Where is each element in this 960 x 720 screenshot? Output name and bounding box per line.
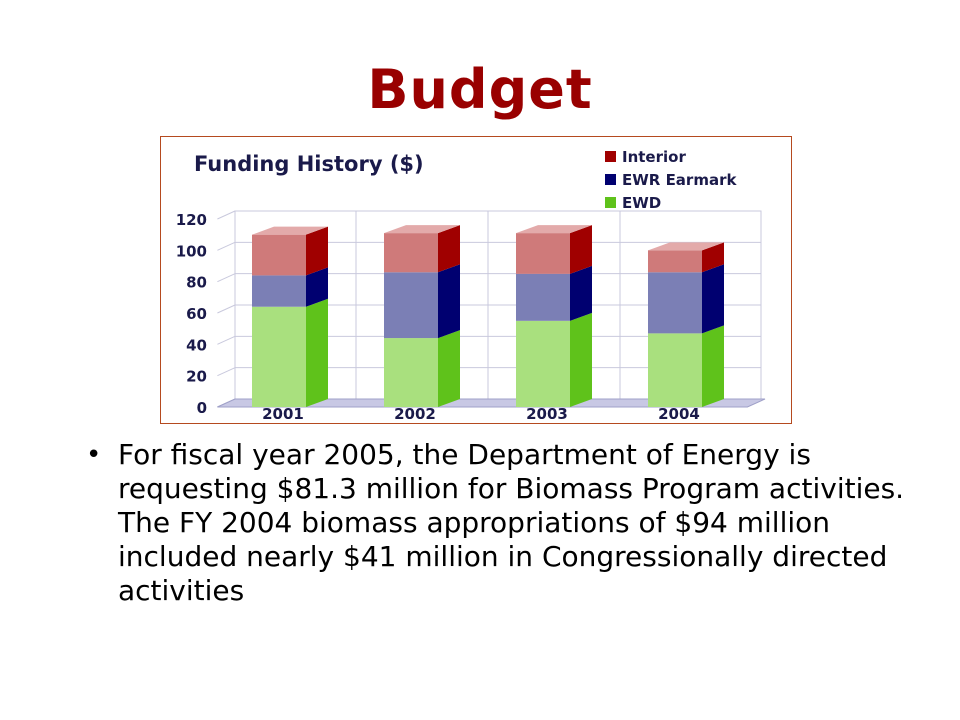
bar-segment-ewd [516,320,570,407]
bar-segment-ewd [384,338,438,407]
bullet-text: For fiscal year 2005, the Department of … [118,438,905,607]
bar-side [570,265,592,321]
bar-segment-ewr-earmark [384,272,438,339]
y-tick-label: 0 [197,399,207,417]
chart-title: Funding History ($) [194,152,424,176]
gridline-depth [217,273,236,283]
chart-floor [217,398,766,408]
bar-top-cap [252,226,328,235]
bar-side [702,242,724,273]
bar-side [438,225,460,273]
bar-side [306,226,328,276]
y-tick-label: 120 [176,211,207,229]
gridline-depth [217,241,236,251]
legend-label: EWD [622,194,661,212]
bar-segment-ewr-earmark [252,275,306,307]
chart-canvas: 0 20 40 60 80 100 120 2001 2002 2003 2004 Funding H… [176,148,766,423]
bullet-marker: • [86,440,102,470]
bar-side [702,264,724,334]
bar-segment-ewd [252,306,306,407]
bar-segment-interior [648,250,702,273]
bar-side [438,264,460,339]
y-tick-label: 60 [186,305,207,323]
gridline-depth [217,367,236,377]
bar-side [306,267,328,307]
bar-side [570,225,592,274]
bar-segment-interior [516,233,570,274]
bar-segment-ewd [648,333,702,407]
bar-segment-interior [384,233,438,273]
bar-segment-interior [252,234,306,276]
bullet-list: • For fiscal year 2005, the Department o… [86,438,916,608]
legend-label: EWR Earmark [622,171,737,189]
y-tick-label: 80 [186,274,207,292]
gridline-depth [217,210,236,220]
bar-top-cap [648,242,724,251]
gridline-depth [217,304,236,314]
legend-swatch [605,197,616,208]
x-tick-label: 2003 [526,405,568,423]
legend-swatch [605,151,616,162]
legend-label: Interior [622,148,686,166]
x-tick-label: 2002 [394,405,436,423]
bar-side [306,298,328,407]
y-tick-label: 20 [186,368,207,386]
x-tick-label: 2001 [262,405,304,423]
y-tick-label: 40 [186,336,207,354]
x-tick-label: 2004 [658,405,700,423]
bar-side [702,325,724,407]
funding-history-chart: 0 20 40 60 80 100 120 2001 2002 2003 2004 Funding H… [160,136,792,424]
bar-side [438,330,460,407]
y-tick-label: 100 [176,242,207,260]
slide-title: Budget [367,58,593,121]
bar-segment-ewr-earmark [516,273,570,321]
bar-top-cap [516,225,592,234]
bar-top-cap [384,225,460,234]
legend-swatch [605,174,616,185]
bar-side [570,312,592,407]
gridline-depth [217,335,236,345]
bar-segment-ewr-earmark [648,272,702,334]
